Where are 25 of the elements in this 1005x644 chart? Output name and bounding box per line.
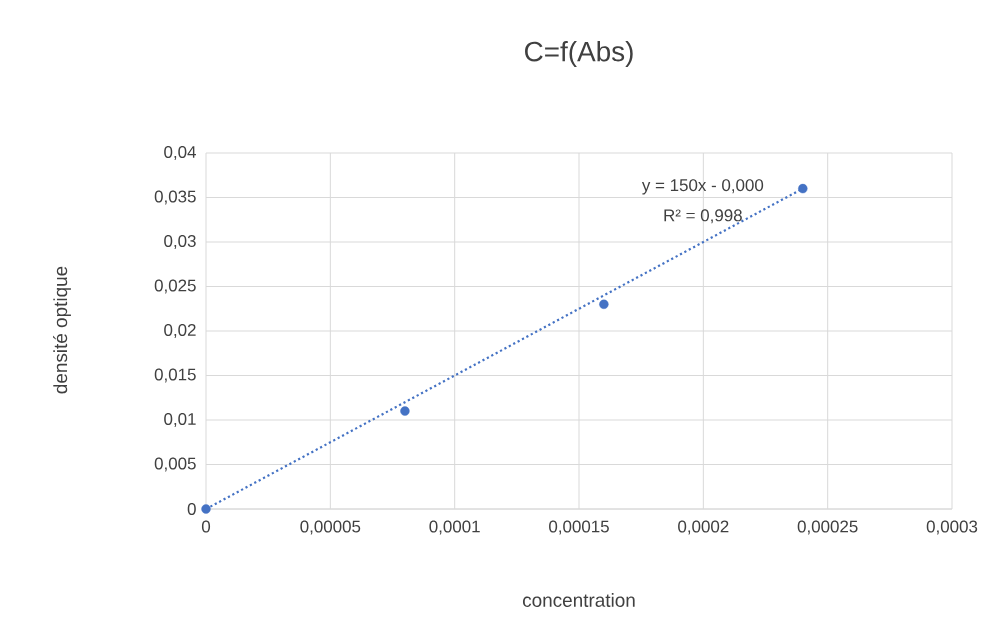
x-tick-label: 0,0003 [926,520,978,535]
y-tick-label: 0,04 [164,146,196,160]
y-tick-label: 0,035 [154,190,196,205]
y-tick-label: 0,03 [164,235,196,249]
y-tick-label: 0,025 [154,279,196,294]
x-tick-label: 0,00005 [300,520,361,535]
x-tick-label: 0,0002 [678,520,729,535]
point [599,299,609,309]
x-tick-label: 0,0001 [429,520,480,535]
y-tick-label: 0 [187,503,196,515]
annotation: y = 150x - 0,000 [641,179,764,195]
y-axis-title: densité optique [53,266,71,394]
x-tick-label: 0,00015 [549,520,609,535]
y-tick-label: 0,015 [154,368,196,383]
annotation: R² = 0,998 [664,209,742,224]
y-tick-label: 0,02 [164,324,196,338]
chart-title: C=f(Abs) [525,41,633,67]
x-axis-title: concentration [522,593,635,607]
point [400,406,410,416]
y-tick-label: 0,01 [164,413,196,427]
point [201,504,211,514]
y-tick-label: 0,005 [154,457,196,472]
point [798,183,808,194]
x-tick-label: 0,00025 [797,520,858,535]
x-tick-label: 0 [201,520,211,533]
